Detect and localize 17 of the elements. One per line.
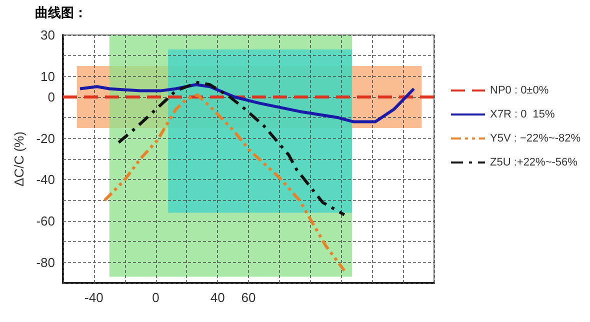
x-tick-label: -40: [84, 290, 104, 305]
legend-label: NP0 : 0±0%: [490, 84, 549, 96]
x-tick-label: 40: [210, 290, 225, 305]
y-tick-label: -80: [36, 254, 55, 270]
legend-label: Y5V : −22%~-82%: [490, 132, 581, 144]
x-tick-label: 0: [152, 290, 160, 305]
y-tick-label: -20: [36, 130, 55, 146]
y-axis-title: ΔC/C (%): [11, 132, 26, 186]
y-tick-label: 0: [48, 90, 55, 104]
legend-label: X7R : 0 15%: [490, 108, 556, 120]
chart-title: 曲线图：: [35, 6, 87, 21]
y-tick-label: 10: [40, 68, 55, 84]
y-tick-label: 30: [40, 28, 55, 42]
y-tick-label: -60: [36, 214, 55, 228]
legend-label: Z5U :+22%~-56%: [490, 156, 578, 168]
y-tick-label: -40: [36, 172, 55, 188]
x-tick-label: 60: [241, 290, 256, 305]
